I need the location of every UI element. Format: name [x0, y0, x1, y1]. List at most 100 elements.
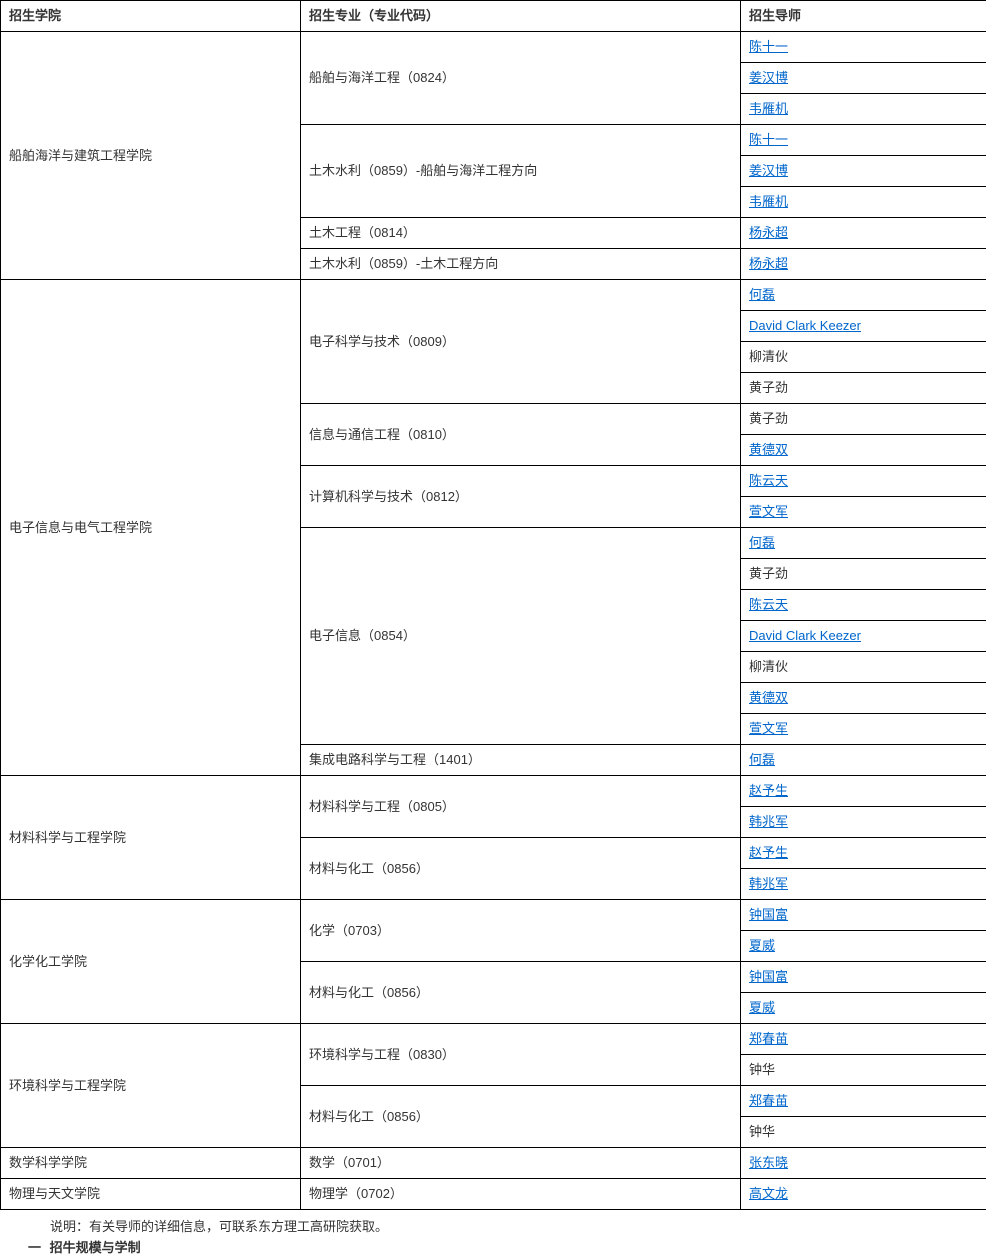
advisor-link[interactable]: 赵予生 [749, 845, 788, 860]
advisor-link[interactable]: 何磊 [749, 535, 775, 550]
advisor-cell: 黄德双 [741, 435, 986, 466]
footer-dash: 一 [28, 1237, 46, 1256]
advisor-link[interactable]: 黄德双 [749, 442, 788, 457]
admissions-table: 招生学院 招生专业（专业代码） 招生导师 船舶海洋与建筑工程学院船舶与海洋工程（… [0, 0, 986, 1210]
advisor-link[interactable]: 陈云天 [749, 597, 788, 612]
advisor-link[interactable]: David Clark Keezer [749, 318, 861, 333]
major-cell: 信息与通信工程（0810） [301, 404, 741, 466]
major-cell: 土木水利（0859）-土木工程方向 [301, 249, 741, 280]
advisor-link[interactable]: 夏威 [749, 1000, 775, 1015]
footer-note: 说明：有关导师的详细信息，可联系东方理工高研院获取。 [0, 1210, 986, 1235]
advisor-text: 钟华 [749, 1062, 775, 1077]
table-header-row: 招生学院 招生专业（专业代码） 招生导师 [1, 1, 986, 32]
advisor-cell: 黄子劲 [741, 404, 986, 435]
advisor-link[interactable]: 陈十一 [749, 132, 788, 147]
advisor-cell: 韩兆军 [741, 869, 986, 900]
advisor-link[interactable]: 赵予生 [749, 783, 788, 798]
table-row: 船舶海洋与建筑工程学院船舶与海洋工程（0824）陈十一 [1, 32, 986, 63]
major-cell: 计算机科学与技术（0812） [301, 466, 741, 528]
advisor-cell: 韦雁机 [741, 94, 986, 125]
advisor-cell: 钟华 [741, 1055, 986, 1086]
advisor-link[interactable]: 韩兆军 [749, 876, 788, 891]
advisor-cell: 姜汉博 [741, 63, 986, 94]
advisor-cell: 黄子劲 [741, 559, 986, 590]
header-college: 招生学院 [1, 1, 301, 32]
advisor-cell: 夏威 [741, 931, 986, 962]
advisor-link[interactable]: 陈云天 [749, 473, 788, 488]
advisor-cell: 高文龙 [741, 1179, 986, 1210]
advisor-link[interactable]: 高文龙 [749, 1186, 788, 1201]
advisor-link[interactable]: 钟国富 [749, 969, 788, 984]
major-cell: 环境科学与工程（0830） [301, 1024, 741, 1086]
advisor-link[interactable]: 郑春苗 [749, 1093, 788, 1108]
table-row: 化学化工学院化学（0703）钟国富 [1, 900, 986, 931]
table-row: 材料科学与工程学院材料科学与工程（0805）赵予生 [1, 776, 986, 807]
major-cell: 电子信息（0854） [301, 528, 741, 745]
advisor-text: 黄子劲 [749, 380, 788, 395]
advisor-cell: 萱文军 [741, 714, 986, 745]
advisor-cell: 黄子劲 [741, 373, 986, 404]
advisor-text: 柳清伙 [749, 349, 788, 364]
advisor-link[interactable]: 韩兆军 [749, 814, 788, 829]
advisor-link[interactable]: 杨永超 [749, 256, 788, 271]
major-cell: 化学（0703） [301, 900, 741, 962]
header-major: 招生专业（专业代码） [301, 1, 741, 32]
header-advisor: 招生导师 [741, 1, 986, 32]
advisor-cell: 何磊 [741, 280, 986, 311]
advisor-cell: 韦雁机 [741, 187, 986, 218]
major-cell: 材料与化工（0856） [301, 1086, 741, 1148]
advisor-link[interactable]: 黄德双 [749, 690, 788, 705]
advisor-cell: 姜汉博 [741, 156, 986, 187]
advisor-text: 钟华 [749, 1124, 775, 1139]
advisor-cell: 赵予生 [741, 838, 986, 869]
advisor-cell: 赵予生 [741, 776, 986, 807]
advisor-link[interactable]: 钟国富 [749, 907, 788, 922]
major-cell: 材料与化工（0856） [301, 838, 741, 900]
advisor-cell: 钟国富 [741, 900, 986, 931]
advisor-link[interactable]: 姜汉博 [749, 163, 788, 178]
major-cell: 物理学（0702） [301, 1179, 741, 1210]
advisor-cell: 陈云天 [741, 466, 986, 497]
advisor-link[interactable]: David Clark Keezer [749, 628, 861, 643]
major-cell: 数学（0701） [301, 1148, 741, 1179]
advisor-link[interactable]: 韦雁机 [749, 194, 788, 209]
advisor-link[interactable]: 萱文军 [749, 721, 788, 736]
advisor-link[interactable]: 郑春苗 [749, 1031, 788, 1046]
college-cell: 物理与天文学院 [1, 1179, 301, 1210]
advisor-cell: 何磊 [741, 745, 986, 776]
advisor-cell: 张东晓 [741, 1148, 986, 1179]
advisor-link[interactable]: 何磊 [749, 287, 775, 302]
major-cell: 船舶与海洋工程（0824） [301, 32, 741, 125]
advisor-text: 黄子劲 [749, 411, 788, 426]
major-cell: 集成电路科学与工程（1401） [301, 745, 741, 776]
advisor-link[interactable]: 夏威 [749, 938, 775, 953]
advisor-cell: 杨永超 [741, 249, 986, 280]
advisor-cell: David Clark Keezer [741, 621, 986, 652]
advisor-cell: 钟国富 [741, 962, 986, 993]
advisor-link[interactable]: 姜汉博 [749, 70, 788, 85]
college-cell: 环境科学与工程学院 [1, 1024, 301, 1148]
advisor-cell: 夏威 [741, 993, 986, 1024]
table-row: 数学科学学院数学（0701）张东晓 [1, 1148, 986, 1179]
table-row: 电子信息与电气工程学院电子科学与技术（0809）何磊 [1, 280, 986, 311]
advisor-cell: 郑春苗 [741, 1024, 986, 1055]
advisor-link[interactable]: 萱文军 [749, 504, 788, 519]
advisor-cell: 陈十一 [741, 32, 986, 63]
table-row: 物理与天文学院物理学（0702） 高文龙 [1, 1179, 986, 1210]
advisor-cell: 韩兆军 [741, 807, 986, 838]
advisor-cell: 陈十一 [741, 125, 986, 156]
advisor-cell: 萱文军 [741, 497, 986, 528]
advisor-link[interactable]: 杨永超 [749, 225, 788, 240]
advisor-cell: 郑春苗 [741, 1086, 986, 1117]
advisor-cell: David Clark Keezer [741, 311, 986, 342]
advisor-link[interactable]: 陈十一 [749, 39, 788, 54]
advisor-link[interactable]: 韦雁机 [749, 101, 788, 116]
advisor-cell: 黄德双 [741, 683, 986, 714]
advisor-cell: 何磊 [741, 528, 986, 559]
footer-section-title: 招牛规模与学制 [50, 1240, 141, 1255]
advisor-link[interactable]: 何磊 [749, 752, 775, 767]
major-cell: 土木水利（0859）-船舶与海洋工程方向 [301, 125, 741, 218]
footer-section: 一 招牛规模与学制 [0, 1235, 986, 1256]
advisor-link[interactable]: 张东晓 [749, 1155, 788, 1170]
advisor-cell: 柳清伙 [741, 652, 986, 683]
